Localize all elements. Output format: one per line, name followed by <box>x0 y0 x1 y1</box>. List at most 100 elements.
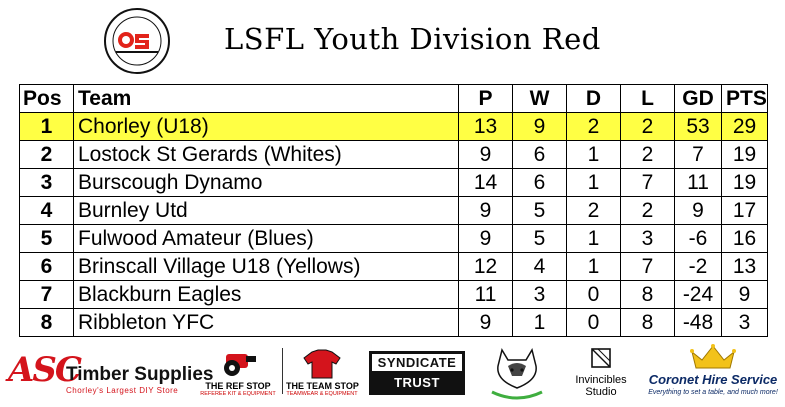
cell-goal-diff: 9 <box>674 196 722 225</box>
cell-won: 5 <box>512 196 567 225</box>
header: LSFL Youth Division Red <box>0 0 785 84</box>
asc-tagline: Chorley's Largest DIY Store <box>66 386 179 395</box>
sponsor-syndicate-trust: SYNDICATE TRUST <box>369 351 465 395</box>
box-logo-icon <box>591 348 611 368</box>
cell-goal-diff: 7 <box>674 140 722 169</box>
sponsor-strip: ASC Timber Supplies Chorley's Largest DI… <box>0 340 785 407</box>
syndicate-line1: SYNDICATE <box>372 354 462 371</box>
cell-team: Fulwood Amateur (Blues) <box>73 224 459 253</box>
shirt-icon <box>303 349 341 379</box>
cell-goal-diff: -48 <box>674 308 722 337</box>
cell-team: Brinscall Village U18 (Yellows) <box>73 252 459 281</box>
cell-team: Ribbleton YFC <box>73 308 459 337</box>
col-won: W <box>512 84 567 113</box>
team-stop-tagline: TEAMWEAR & EQUIPMENT <box>286 391 358 397</box>
cell-team: Burscough Dynamo <box>73 168 459 197</box>
col-pos: Pos <box>19 84 74 113</box>
invincibles-line1: Invincibles <box>575 374 627 386</box>
ref-stop-name: THE REF STOP <box>205 381 271 391</box>
cell-lost: 8 <box>620 280 675 309</box>
cell-team: Burnley Utd <box>73 196 459 225</box>
cell-won: 1 <box>512 308 567 337</box>
cell-played: 9 <box>458 196 513 225</box>
sponsor-team-stop: THE TEAM STOP TEAMWEAR & EQUIPMENT <box>286 348 359 400</box>
cell-won: 6 <box>512 168 567 197</box>
sponsor-invincibles-studio: Invincibles Studio <box>565 346 637 402</box>
cell-drawn: 0 <box>566 308 621 337</box>
sponsor-ref-stop: THE REF STOP REFEREE KIT & EQUIPMENT <box>196 348 280 400</box>
coronet-name: Coronet Hire Service <box>648 372 778 387</box>
cell-drawn: 1 <box>566 252 621 281</box>
cell-drawn: 2 <box>566 112 621 141</box>
cell-won: 3 <box>512 280 567 309</box>
table-row: 8 Ribbleton YFC 9 1 0 8 -48 3 <box>19 308 768 337</box>
cell-points: 17 <box>721 196 768 225</box>
cell-pos: 4 <box>19 196 74 225</box>
cell-played: 14 <box>458 168 513 197</box>
cell-goal-diff: -6 <box>674 224 722 253</box>
invincibles-line2: Studio <box>585 386 617 398</box>
coronet-tagline: Everything to set a table, and much more… <box>648 389 778 396</box>
table-row: 2 Lostock St Gerards (Whites) 9 6 1 2 7 … <box>19 140 768 169</box>
cell-points: 19 <box>721 168 768 197</box>
table-row: 6 Brinscall Village U18 (Yellows) 12 4 1… <box>19 252 768 281</box>
cell-points: 19 <box>721 140 768 169</box>
cell-lost: 7 <box>620 252 675 281</box>
cell-goal-diff: 53 <box>674 112 722 141</box>
cell-played: 9 <box>458 308 513 337</box>
cell-lost: 7 <box>620 168 675 197</box>
league-logo <box>104 8 170 74</box>
league-table: Pos Team P W D L GD PTS 1 Chorley (U18) … <box>19 84 768 337</box>
cell-goal-diff: -24 <box>674 280 722 309</box>
asc-logo-mark: ASC <box>8 350 82 390</box>
cell-played: 9 <box>458 140 513 169</box>
cell-drawn: 1 <box>566 140 621 169</box>
col-lost: L <box>620 84 675 113</box>
cell-pos: 1 <box>19 112 74 141</box>
table-row: 7 Blackburn Eagles 11 3 0 8 -24 9 <box>19 280 768 309</box>
col-played: P <box>458 84 513 113</box>
cell-pos: 8 <box>19 308 74 337</box>
cell-lost: 2 <box>620 196 675 225</box>
cell-won: 5 <box>512 224 567 253</box>
husky-logo-icon <box>491 348 543 400</box>
cell-goal-diff: -2 <box>674 252 722 281</box>
col-points: PTS <box>721 84 768 113</box>
cell-team: Lostock St Gerards (Whites) <box>73 140 459 169</box>
sponsor-divider <box>282 348 283 394</box>
cell-played: 13 <box>458 112 513 141</box>
table-header-row: Pos Team P W D L GD PTS <box>19 84 768 113</box>
col-team: Team <box>73 84 459 113</box>
cell-points: 3 <box>721 308 768 337</box>
cell-played: 11 <box>458 280 513 309</box>
sponsor-msp <box>482 344 552 402</box>
whistle-icon <box>224 354 256 376</box>
syndicate-line2: TRUST <box>394 375 440 390</box>
team-stop-name: THE TEAM STOP <box>286 381 359 391</box>
sponsor-asc-timber: ASC Timber Supplies Chorley's Largest DI… <box>8 350 213 400</box>
cell-won: 4 <box>512 252 567 281</box>
cell-drawn: 0 <box>566 280 621 309</box>
cell-won: 9 <box>512 112 567 141</box>
cell-pos: 2 <box>19 140 74 169</box>
cell-lost: 2 <box>620 112 675 141</box>
ref-stop-tagline: REFEREE KIT & EQUIPMENT <box>200 391 276 397</box>
sponsor-coronet-hire: Coronet Hire Service Everything to set a… <box>644 344 782 402</box>
cell-points: 16 <box>721 224 768 253</box>
table-row: 1 Chorley (U18) 13 9 2 2 53 29 <box>19 112 768 141</box>
table-row: 3 Burscough Dynamo 14 6 1 7 11 19 <box>19 168 768 197</box>
invincibles-name: Invincibles Studio <box>565 374 637 398</box>
table-row: 5 Fulwood Amateur (Blues) 9 5 1 3 -6 16 <box>19 224 768 253</box>
cell-won: 6 <box>512 140 567 169</box>
cell-played: 9 <box>458 224 513 253</box>
col-drawn: D <box>566 84 621 113</box>
cell-pos: 7 <box>19 280 74 309</box>
page-title: LSFL Youth Division Red <box>224 22 601 56</box>
col-goal-diff: GD <box>674 84 722 113</box>
cell-points: 9 <box>721 280 768 309</box>
cell-played: 12 <box>458 252 513 281</box>
cell-lost: 3 <box>620 224 675 253</box>
cell-drawn: 1 <box>566 224 621 253</box>
cell-team: Blackburn Eagles <box>73 280 459 309</box>
cell-lost: 2 <box>620 140 675 169</box>
